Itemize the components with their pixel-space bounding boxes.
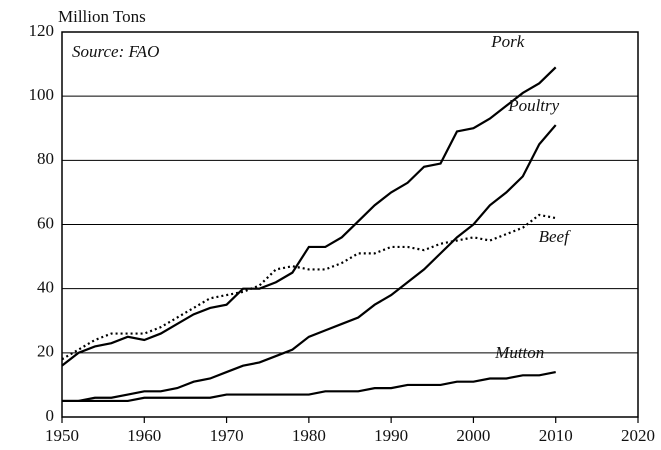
line-series (61, 213, 556, 361)
y-tick-label: 40 (37, 278, 54, 297)
series-label: Beef (539, 227, 571, 246)
y-tick-label: 100 (29, 85, 55, 104)
line-series (62, 371, 556, 403)
y-tick-label: 60 (37, 213, 54, 232)
x-tick-label: 1950 (45, 426, 79, 445)
series-label: Pork (490, 32, 525, 51)
plot-frame (61, 31, 639, 418)
x-tick-label: 2020 (621, 426, 655, 445)
x-tick-label: 1960 (127, 426, 161, 445)
y-tick-label: 20 (37, 342, 54, 361)
series-label: Mutton (494, 343, 544, 362)
y-tick-label: 120 (29, 21, 55, 40)
line-series (62, 124, 557, 403)
source-note: Source: FAO (72, 42, 159, 61)
x-tick-label: 1980 (292, 426, 326, 445)
y-tick-label: 0 (46, 406, 55, 425)
x-tick-label: 1990 (374, 426, 408, 445)
line-series (61, 66, 557, 367)
x-tick-label: 2000 (456, 426, 490, 445)
x-tick-label: 2010 (539, 426, 573, 445)
y-axis-label: Million Tons (58, 7, 146, 26)
x-tick-label: 1970 (210, 426, 244, 445)
y-tick-label: 80 (37, 149, 54, 168)
series-label: Poultry (507, 96, 559, 115)
